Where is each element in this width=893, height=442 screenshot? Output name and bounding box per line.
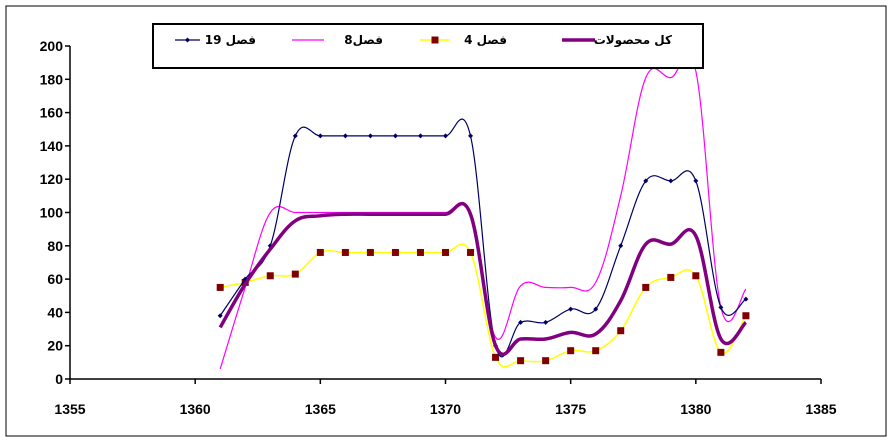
y-tick-label: 60 — [47, 271, 63, 287]
y-tick-label: 120 — [40, 171, 64, 187]
data-point — [668, 178, 674, 184]
data-point — [717, 348, 725, 356]
data-point — [467, 248, 475, 256]
data-point — [216, 283, 224, 291]
series-line — [218, 202, 748, 357]
y-tick-label: 140 — [40, 138, 64, 154]
data-point — [517, 357, 525, 365]
legend-items: فصل 19 فصل8 فصل 4 کل محصولات — [175, 33, 672, 48]
legend-item-2: فصل8 — [292, 33, 383, 47]
legend-item-1: فصل 19 — [175, 33, 256, 47]
legend-label: کل محصولات — [594, 33, 672, 48]
series-line — [219, 118, 747, 358]
data-point — [492, 353, 500, 361]
legend-swatch-marker — [185, 37, 190, 43]
legend-item-3: فصل 4 — [420, 33, 507, 47]
data-point — [642, 283, 650, 291]
series-2 — [219, 53, 747, 370]
data-point — [693, 178, 699, 184]
data-point — [341, 248, 349, 256]
series-line — [220, 243, 747, 368]
data-point — [568, 306, 574, 312]
x-tick-label: 1355 — [54, 401, 85, 417]
data-point — [643, 178, 649, 184]
data-point — [742, 312, 750, 320]
data-point — [266, 272, 274, 280]
data-point — [567, 347, 575, 355]
chart-area-border — [5, 5, 887, 437]
data-point — [542, 357, 550, 365]
data-point — [316, 248, 324, 256]
data-point — [518, 319, 524, 325]
data-point — [443, 133, 448, 139]
x-tick-label: 1385 — [805, 401, 836, 417]
legend-label: فصل 4 — [464, 33, 507, 47]
data-point — [667, 273, 675, 281]
x-tick-label: 1375 — [555, 401, 586, 417]
data-point — [217, 313, 223, 319]
y-tick-label: 80 — [47, 238, 63, 254]
legend-box — [152, 23, 704, 69]
data-point — [692, 272, 700, 280]
y-tick-label: 0 — [55, 371, 63, 387]
legend-label: فصل8 — [344, 33, 383, 47]
series-line — [219, 53, 747, 370]
data-point — [367, 133, 373, 139]
legend: فصل 19 فصل8 فصل 4 کل محصولات — [152, 23, 704, 69]
x-tick-label: 1370 — [430, 401, 461, 417]
data-point — [317, 133, 323, 139]
y-tick-label: 20 — [47, 338, 63, 354]
data-point — [743, 296, 749, 302]
data-point — [618, 243, 624, 249]
data-point — [592, 347, 600, 355]
data-point — [391, 248, 399, 256]
y-tick-label: 200 — [40, 38, 64, 54]
legend-item-4: کل محصولات — [562, 33, 672, 48]
data-point — [366, 248, 374, 256]
y-tick-label: 180 — [40, 71, 64, 87]
data-point — [468, 133, 474, 139]
data-point — [416, 248, 424, 256]
data-point — [593, 306, 599, 312]
series-4 — [218, 202, 748, 357]
y-tick-label: 160 — [40, 105, 64, 121]
data-point — [417, 133, 423, 139]
legend-swatch-marker — [431, 36, 439, 44]
data-point — [342, 133, 348, 139]
data-point — [292, 133, 298, 139]
series-layer — [216, 53, 750, 370]
axes: 0 20 40 60 80 100 120 140 160 180 200 1355 1360 1365 1… — [40, 38, 837, 417]
x-tick-label: 1380 — [680, 401, 711, 417]
legend-label: فصل 19 — [205, 33, 256, 47]
data-point — [392, 133, 398, 139]
y-tick-label: 40 — [47, 304, 63, 320]
data-point — [617, 327, 625, 335]
series-3 — [216, 243, 750, 368]
x-tick-label: 1365 — [305, 401, 336, 417]
data-point — [543, 319, 549, 325]
y-tick-label: 100 — [40, 205, 64, 221]
data-point — [442, 248, 449, 256]
x-tick-label: 1360 — [180, 401, 211, 417]
data-point — [718, 304, 724, 310]
data-point — [291, 270, 299, 278]
series-1 — [217, 118, 749, 358]
